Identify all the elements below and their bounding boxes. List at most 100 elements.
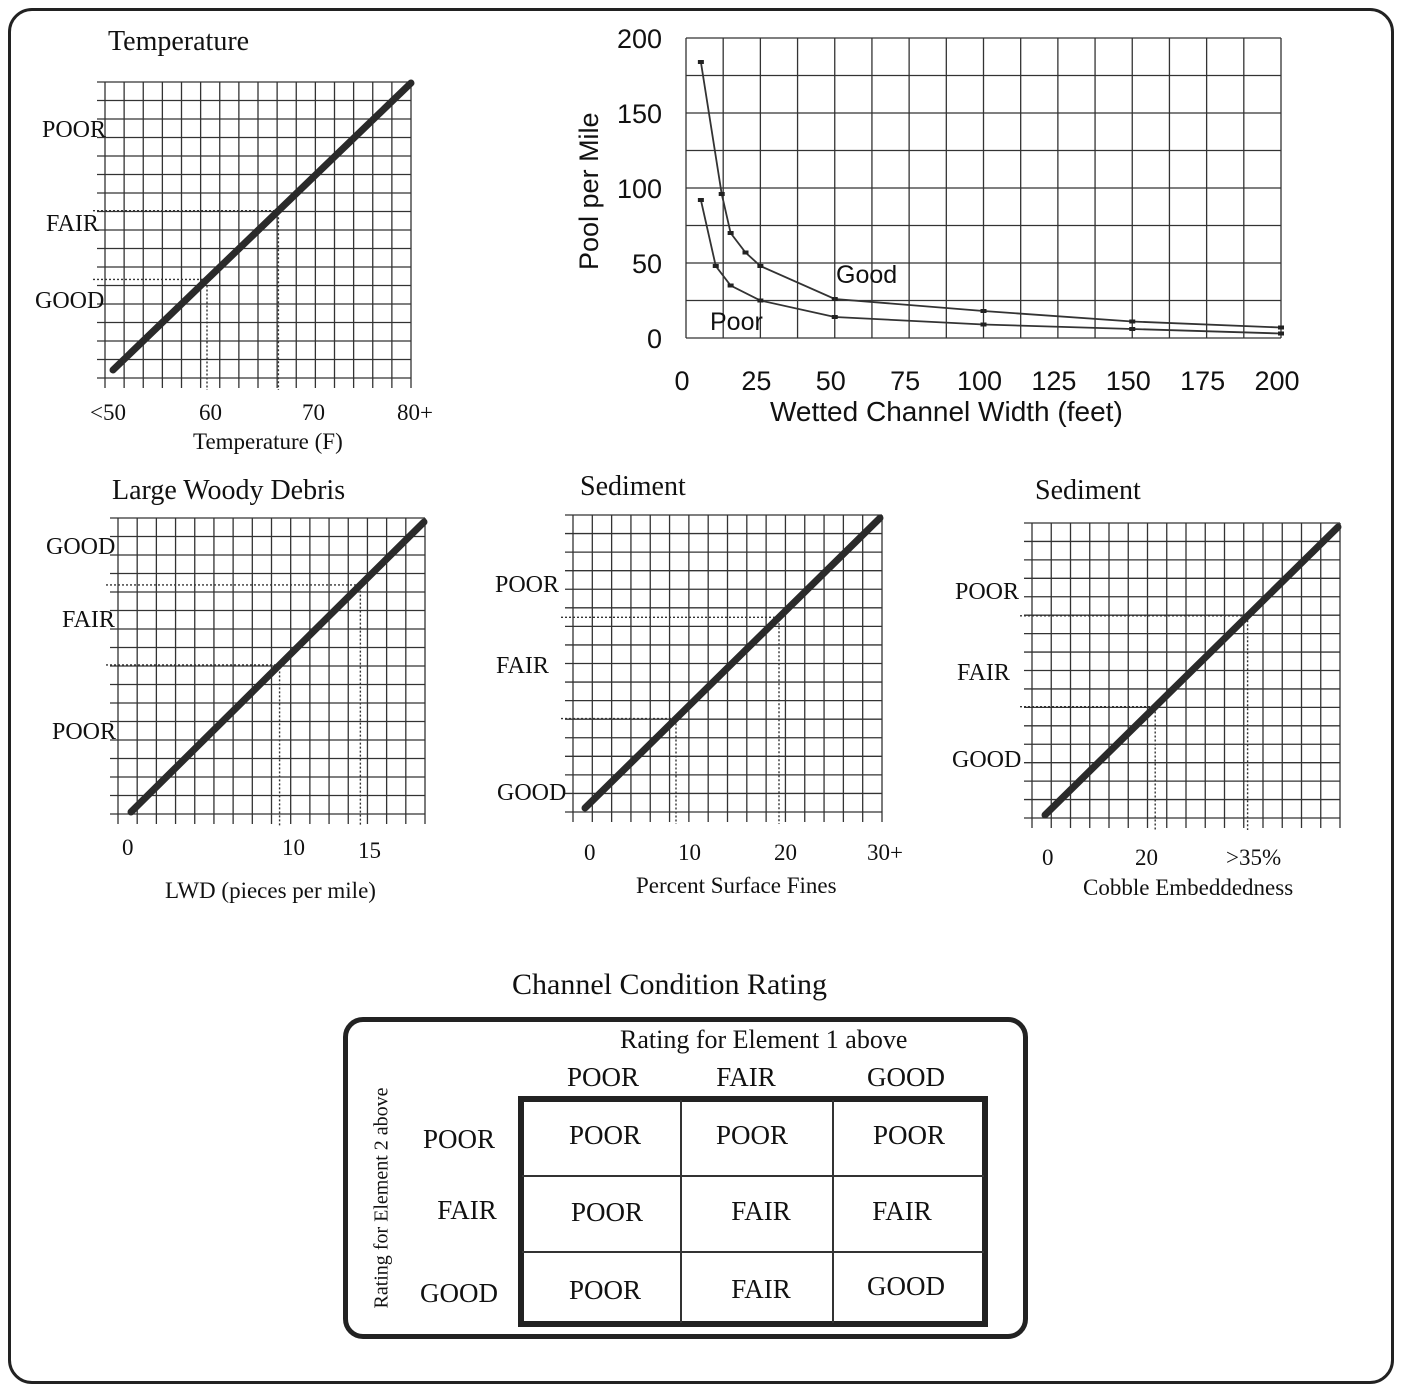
pools-point-good	[727, 231, 734, 235]
pools-point-poor	[727, 283, 734, 288]
pools-xtick: 50	[816, 366, 846, 396]
pools-point-poor	[980, 322, 987, 327]
cobble-xtick: 0	[1042, 845, 1054, 870]
pools-point-good	[1129, 319, 1136, 324]
matrix-title: Channel Condition Rating	[512, 968, 827, 1001]
temperature-trend-line	[109, 79, 415, 374]
lwd-xtick: 0	[122, 835, 134, 860]
matrix-box	[343, 1017, 1028, 1339]
fines-xtick: 10	[678, 840, 701, 865]
temperature-title: Temperature	[108, 26, 249, 57]
cobble-title: Sediment	[1035, 475, 1141, 506]
matrix-grid	[518, 1096, 988, 1327]
fines-trend-line	[581, 514, 884, 812]
pools-point-good	[757, 264, 764, 268]
matrix-cell: POOR	[872, 1120, 946, 1150]
matrix-divider	[522, 1251, 984, 1253]
page-frame	[8, 8, 1394, 1384]
matrix-cell: POOR	[570, 1197, 644, 1227]
lwd-trend-line	[127, 518, 428, 816]
fines-xtick: 30+	[867, 840, 903, 865]
pools-ytick: 0	[647, 324, 662, 354]
pools-point-poor	[831, 315, 838, 319]
pools-ytick: 200	[617, 24, 662, 54]
lwd-chart: Large Woody Debris GOOD FAIR POOR 0 10 1…	[46, 475, 428, 903]
matrix-column-label: FAIR	[716, 1062, 776, 1092]
lwd-rating-poor: POOR	[52, 719, 116, 745]
fines-title: Sediment	[580, 471, 686, 502]
matrix-divider	[832, 1100, 834, 1323]
matrix-column-label: GOOD	[867, 1062, 945, 1092]
pools-point-good	[1278, 325, 1284, 330]
cobble-rating-poor: POOR	[955, 579, 1019, 605]
cobble-rating-good: GOOD	[952, 747, 1021, 773]
pools-series-good	[699, 61, 1282, 329]
matrix-column-header: Rating for Element 1 above	[620, 1025, 908, 1054]
pools-series-poor	[699, 199, 1282, 335]
pools-good-label: Good	[836, 261, 897, 289]
matrix-cell: FAIR	[872, 1196, 932, 1226]
lwd-xtick: 10	[282, 835, 305, 860]
pools-ytick: 100	[617, 174, 662, 204]
pools-ylabel: Pool per Mile	[574, 112, 604, 270]
pools-xtick: 75	[890, 366, 920, 396]
pools-xtick: 200	[1254, 366, 1299, 396]
cobble-reference-line	[1020, 705, 1156, 830]
lwd-rating-fair: FAIR	[62, 607, 115, 633]
matrix-column-label: POOR	[566, 1062, 640, 1092]
pools-point-poor	[1129, 327, 1136, 331]
pools-point-good	[697, 60, 704, 64]
cobble-trend-line	[1041, 523, 1342, 819]
pools-xtick: 100	[957, 366, 1002, 396]
pools-xtick: 125	[1031, 366, 1076, 396]
temperature-xtick: 60	[199, 400, 222, 425]
matrix-cell: POOR	[568, 1275, 642, 1305]
pools-xtick: 175	[1180, 366, 1225, 396]
temperature-rating-good: GOOD	[35, 288, 104, 314]
cobble-xlabel: Cobble Embeddedness	[1083, 875, 1293, 900]
cobble-xtick: >35%	[1226, 845, 1281, 870]
temperature-rating-poor: POOR	[42, 117, 106, 143]
matrix-cell: POOR	[568, 1120, 642, 1150]
matrix-row-label: POOR	[422, 1124, 496, 1154]
pools-point-good	[742, 250, 749, 255]
lwd-rating-good: GOOD	[46, 534, 115, 560]
pools-point-good	[831, 297, 838, 301]
fines-xtick: 20	[774, 840, 797, 865]
temperature-xtick: 70	[302, 400, 325, 425]
temperature-chart: Temperature POOR FAIR GOOD <50 60 70 80+…	[35, 26, 433, 454]
cobble-chart: Sediment POOR FAIR GOOD 0 20 >35% Cobble…	[952, 475, 1342, 900]
lwd-xlabel: LWD (pieces per mile)	[165, 878, 376, 903]
fines-chart: Sediment POOR FAIR GOOD 0 10 20 30+ Perc…	[495, 471, 903, 898]
cobble-rating-fair: FAIR	[957, 660, 1010, 686]
pools-point-poor	[712, 264, 719, 268]
pools-point-good	[980, 309, 987, 313]
pools-point-poor	[697, 198, 704, 202]
pools-xtick: 150	[1106, 366, 1151, 396]
matrix-row-label: FAIR	[437, 1195, 497, 1225]
pools-ytick: 50	[632, 249, 662, 279]
fines-xtick: 0	[584, 840, 596, 865]
temperature-xtick: <50	[90, 400, 126, 425]
fines-rating-fair: FAIR	[496, 653, 549, 679]
matrix-cell: FAIR	[731, 1196, 791, 1226]
matrix-cell: POOR	[715, 1120, 789, 1150]
pools-chart: 0 50 100 150 200 0 25 50 75 100 125 150 175 200 Pool…	[574, 24, 1300, 427]
pools-xlabel: Wetted Channel Width (feet)	[770, 396, 1123, 427]
fines-rating-good: GOOD	[497, 780, 566, 806]
pools-point-poor	[1278, 331, 1284, 336]
pools-point-poor	[757, 298, 764, 303]
cobble-xtick: 20	[1135, 845, 1158, 870]
pools-xtick: 0	[674, 366, 689, 396]
pools-ytick: 150	[617, 99, 662, 129]
fines-xlabel: Percent Surface Fines	[636, 873, 837, 898]
temperature-rating-fair: FAIR	[46, 211, 99, 237]
fines-reference-line	[561, 717, 677, 824]
pools-point-good	[718, 192, 725, 196]
lwd-title: Large Woody Debris	[112, 475, 345, 506]
temperature-xlabel: Temperature (F)	[193, 429, 343, 454]
pools-poor-label: Poor	[710, 308, 763, 336]
temperature-xtick: 80+	[397, 400, 433, 425]
matrix-cell: FAIR	[731, 1274, 791, 1304]
fines-rating-poor: POOR	[495, 572, 559, 598]
